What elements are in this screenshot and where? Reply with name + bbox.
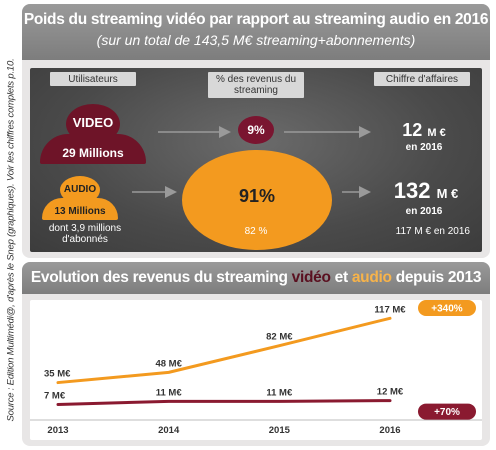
bottom-title-audio: audio — [351, 269, 392, 286]
video-label: VIDEO — [72, 115, 114, 130]
audio-label: AUDIO — [63, 184, 97, 195]
video-turnover: 12 M € — [384, 120, 464, 141]
bottom-title-mid: et — [330, 269, 352, 286]
audio-users: 13 Millions — [54, 206, 106, 217]
series-line-1 — [56, 399, 392, 407]
video-turnover-unit: M € — [427, 127, 446, 139]
data-label: 35 M€ — [44, 369, 71, 380]
audio-turnover-value: 132 — [393, 178, 431, 203]
x-tick-label: 2016 — [379, 425, 400, 436]
audio-turnover: 132 M € — [378, 178, 474, 204]
growth-badge-1 — [418, 403, 476, 420]
arrows — [132, 126, 371, 198]
growth-label-1: +70% — [434, 407, 460, 418]
data-label: 7 M€ — [44, 391, 66, 402]
x-tick-label: 2014 — [158, 425, 180, 436]
video-share-bubble — [238, 116, 274, 144]
audio-user-body-icon — [42, 198, 118, 220]
top-title: Poids du streaming vidéo par rapport au … — [23, 11, 489, 28]
header-revenue-share: % des revenus du streaming — [208, 72, 304, 98]
top-subtitle: (sur un total de 143,5 M€ streaming+abon… — [96, 32, 416, 48]
bottom-title-prefix: Evolution des revenus du streaming — [30, 269, 292, 286]
series-line-0 — [56, 316, 392, 385]
growth-label-0: +340% — [431, 304, 463, 315]
audio-turnover-unit: M € — [436, 186, 459, 201]
audio-share-value: 91% — [238, 186, 276, 206]
bottom-title-suffix: depuis 2013 — [391, 269, 482, 286]
video-share-value: 9% — [247, 123, 265, 137]
x-tick-label: 2015 — [269, 425, 291, 436]
data-label: 11 M€ — [266, 387, 293, 398]
source-note: Source : Edition Multimédi@, d'après le … — [2, 40, 20, 440]
revenue-evolution-panel: Evolution des revenus du streaming vidéo… — [22, 262, 490, 446]
data-label: 48 M€ — [155, 358, 182, 369]
data-label: 117 M€ — [374, 304, 406, 315]
line-chart: 2013 2014 2015 2016 35 M€ 48 M€ 82 M€ 117 M€ +34… — [30, 300, 482, 436]
header-users: Utilisateurs — [50, 72, 136, 86]
video-turnover-year: en 2016 — [405, 142, 443, 153]
growth-badge-0 — [418, 300, 476, 316]
top-title-bar: Poids du streaming vidéo par rapport au … — [22, 4, 490, 60]
line-chart-area: 2013 2014 2015 2016 35 M€ 48 M€ 82 M€ 117 M€ +34… — [30, 300, 482, 440]
audio-turnover-year: en 2016 — [405, 206, 443, 217]
bottom-title: Evolution des revenus du streaming vidéo… — [22, 262, 490, 287]
data-label: 11 M€ — [156, 387, 183, 398]
infographic-area: Utilisateurs % des revenus du streaming … — [30, 68, 482, 252]
streaming-weight-panel: Poids du streaming vidéo par rapport au … — [22, 4, 490, 258]
audio-turnover-note: 117 M € en 2016 — [395, 226, 470, 237]
bottom-title-bar: Evolution des revenus du streaming vidéo… — [22, 262, 490, 294]
header-turnover: Chiffre d'affaires — [374, 72, 470, 86]
bottom-title-video: vidéo — [291, 269, 331, 286]
source-note-text: Source : Edition Multimédi@, d'après le … — [5, 58, 17, 422]
video-users: 29 Millions — [62, 146, 124, 160]
video-turnover-value: 12 — [402, 120, 423, 140]
video-user-body-icon — [40, 134, 146, 164]
audio-share-note: 82 % — [244, 226, 268, 237]
data-label: 82 M€ — [266, 332, 293, 343]
audio-subscribers-note: dont 3,9 millions d'abonnés — [48, 223, 122, 245]
data-label: 12 M€ — [377, 387, 404, 398]
x-tick-label: 2013 — [47, 425, 68, 436]
audio-share-bubble — [182, 150, 332, 250]
